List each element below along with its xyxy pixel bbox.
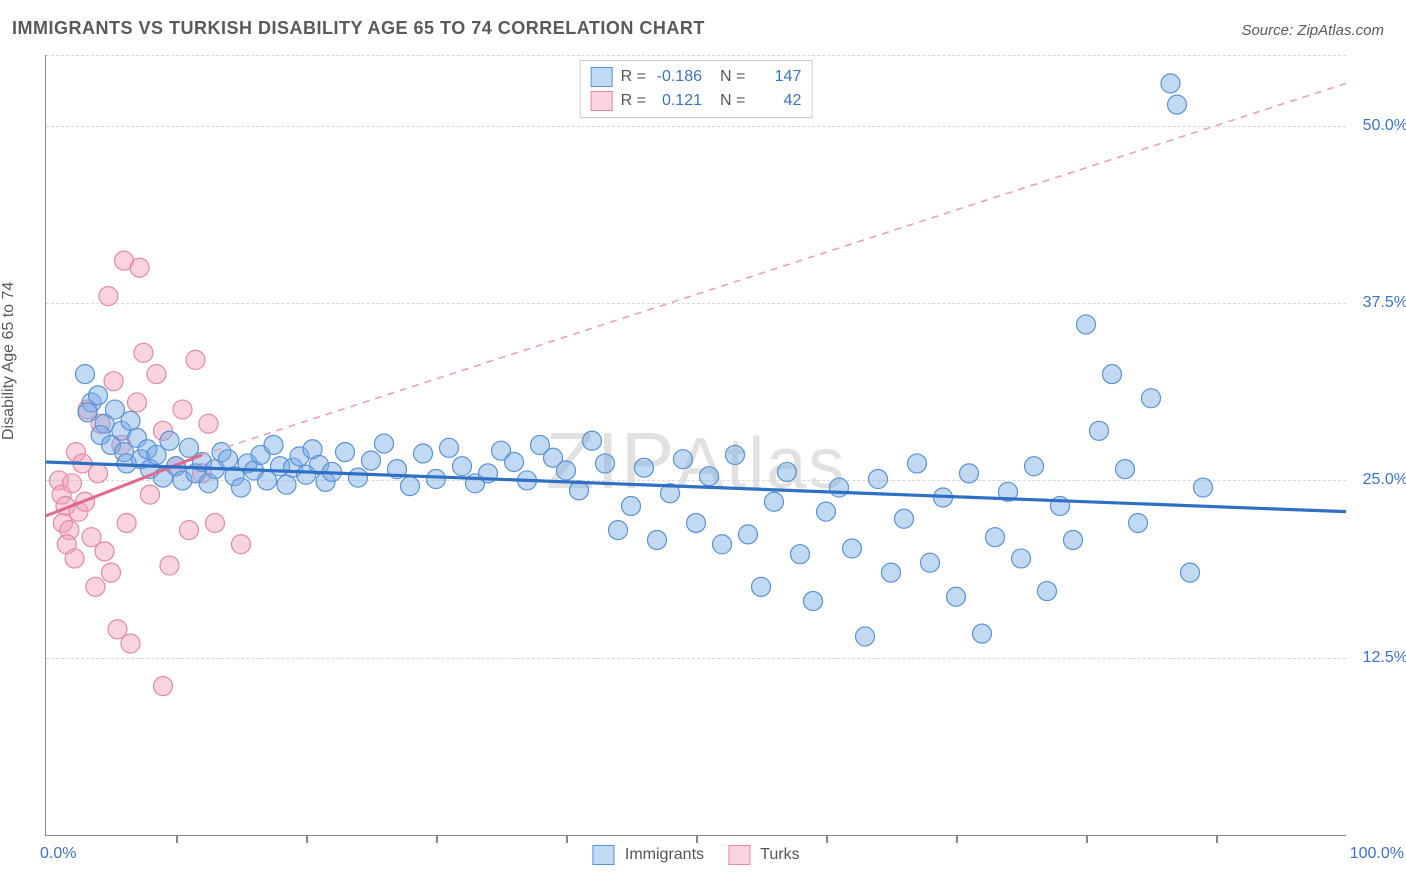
stat-r-label: R = [621,92,646,110]
stat-n-label: N = [720,68,745,86]
swatch-immigrants [591,67,613,87]
stat-r-immigrants: -0.186 [654,68,702,86]
source-label: Source: ZipAtlas.com [1241,22,1384,39]
legend-item-immigrants: Immigrants [592,845,704,865]
stat-n-label: N = [720,92,745,110]
stats-row-turks: R = 0.121 N = 42 [591,89,802,113]
series-legend: Immigrants Turks [592,845,799,865]
y-tick-label: 25.0% [1353,471,1406,489]
chart-container: IMMIGRANTS VS TURKISH DISABILITY AGE 65 … [0,0,1406,892]
y-tick-label: 37.5% [1353,294,1406,312]
legend-item-turks: Turks [728,845,800,865]
plot-area: ZIPAtlas R = -0.186 N = 147 R = 0.121 N … [45,55,1346,836]
x-tick-label: 100.0% [1350,845,1404,863]
stat-n-immigrants: 147 [753,68,801,86]
swatch-immigrants [592,845,614,865]
legend-label-turks: Turks [760,846,799,863]
chart-title: IMMIGRANTS VS TURKISH DISABILITY AGE 65 … [12,18,705,39]
stats-row-immigrants: R = -0.186 N = 147 [591,65,802,89]
stat-r-label: R = [621,68,646,86]
scatter-svg [46,55,1346,835]
stat-n-turks: 42 [753,92,801,110]
swatch-turks [591,91,613,111]
legend-label-immigrants: Immigrants [625,846,704,863]
y-tick-label: 12.5% [1353,649,1406,667]
stat-r-turks: 0.121 [654,92,702,110]
y-tick-label: 50.0% [1353,117,1406,135]
swatch-turks [728,845,750,865]
y-axis-label: Disability Age 65 to 74 [0,282,18,440]
stats-legend: R = -0.186 N = 147 R = 0.121 N = 42 [580,60,813,118]
x-tick-label: 0.0% [40,845,76,863]
